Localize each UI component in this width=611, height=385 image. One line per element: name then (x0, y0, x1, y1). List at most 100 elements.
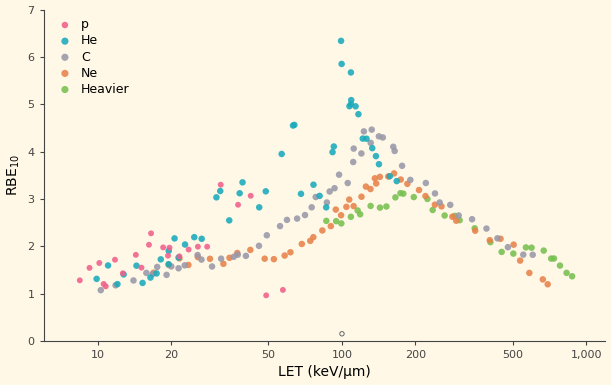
Ne (485, 237, 495, 243)
C (292, 216, 302, 222)
Heavier (455, 217, 464, 223)
He (164, 261, 174, 267)
Ne (371, 181, 381, 187)
He (309, 182, 318, 188)
He (145, 275, 155, 281)
C (481, 226, 491, 232)
He (174, 254, 183, 261)
He (354, 111, 364, 117)
C (378, 134, 388, 141)
p (137, 264, 147, 271)
C (367, 127, 376, 133)
Ne (164, 262, 174, 268)
Ne (269, 256, 279, 262)
Ne (389, 170, 399, 176)
p (278, 287, 288, 293)
He (254, 204, 264, 211)
He (238, 179, 247, 186)
C (152, 264, 162, 270)
Ne (285, 249, 295, 255)
C (397, 163, 407, 169)
He (103, 262, 113, 268)
He (197, 236, 207, 242)
Heavier (346, 214, 356, 220)
He (337, 61, 346, 67)
p (131, 252, 141, 258)
C (96, 287, 106, 293)
Heavier (546, 256, 556, 262)
p (163, 253, 173, 259)
C (166, 263, 176, 270)
p (262, 292, 271, 298)
C (366, 140, 376, 146)
Ne (148, 270, 158, 276)
Ne (420, 193, 430, 199)
C (233, 252, 243, 258)
Heavier (567, 273, 577, 280)
Ne (538, 276, 547, 283)
C (241, 253, 251, 259)
He (346, 101, 356, 107)
Heavier (521, 244, 531, 251)
He (290, 122, 299, 128)
C (374, 133, 384, 139)
p (110, 257, 120, 263)
p (193, 244, 203, 250)
C (390, 148, 400, 154)
He (137, 280, 147, 286)
Ne (396, 176, 406, 182)
He (180, 241, 190, 248)
Y-axis label: RBE$_{10}$: RBE$_{10}$ (5, 154, 22, 196)
He (358, 136, 368, 142)
C (229, 254, 239, 260)
p (85, 265, 95, 271)
He (315, 193, 324, 199)
p (233, 202, 243, 208)
C (406, 177, 415, 183)
C (435, 199, 445, 206)
C (128, 278, 138, 284)
C (174, 265, 183, 271)
C (445, 202, 455, 208)
Ne (414, 187, 424, 193)
He (346, 69, 356, 75)
Heavier (450, 213, 459, 219)
C (334, 172, 344, 178)
He (385, 173, 395, 179)
p (101, 283, 111, 290)
p (175, 253, 185, 259)
Ne (309, 234, 318, 240)
Heavier (331, 218, 341, 224)
Ne (342, 204, 351, 210)
Heavier (508, 251, 518, 257)
He (211, 194, 221, 201)
Heavier (428, 207, 437, 213)
He (156, 256, 166, 263)
C (307, 204, 316, 210)
C (148, 271, 158, 277)
He (224, 217, 234, 223)
C (389, 144, 398, 150)
He (288, 122, 298, 129)
Point (337, 331, 347, 337)
Ne (383, 173, 393, 179)
p (75, 277, 85, 283)
Heavier (375, 204, 385, 211)
C (192, 252, 202, 258)
Heavier (555, 263, 565, 269)
Ne (345, 196, 354, 203)
Ne (437, 203, 447, 209)
Ne (543, 281, 552, 287)
He (336, 38, 346, 44)
p (246, 193, 255, 199)
He (152, 270, 161, 276)
C (325, 188, 335, 194)
Heavier (390, 194, 400, 201)
Heavier (395, 190, 405, 196)
He (327, 149, 337, 155)
C (197, 256, 207, 263)
Heavier (366, 203, 376, 209)
Ne (375, 174, 385, 180)
Legend: p, He, C, Ne, Heavier: p, He, C, Ne, Heavier (49, 15, 134, 100)
C (359, 128, 369, 134)
